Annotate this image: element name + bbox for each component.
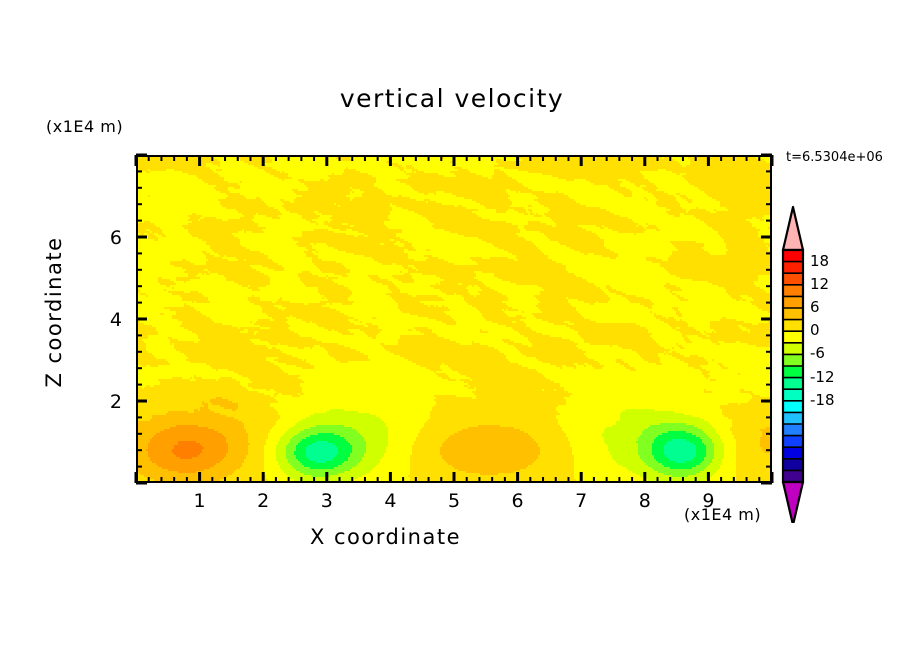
- colorbar-band: [783, 319, 803, 332]
- colorbar-band: [783, 331, 803, 344]
- colorbar-tick-label: 12: [810, 274, 830, 293]
- colorbar-band: [783, 458, 803, 471]
- x-tick-label: 4: [384, 490, 396, 512]
- colorbar: [781, 205, 805, 523]
- x-tick-label: 2: [257, 490, 269, 512]
- x-axis-unit-label: (x1E4 m): [684, 505, 762, 524]
- contour-plot: [136, 155, 772, 483]
- colorbar-band: [783, 284, 803, 297]
- colorbar-band: [783, 273, 803, 286]
- page-title: vertical velocity: [339, 84, 565, 113]
- timestamp-label: t=6.5304e+06: [786, 150, 883, 165]
- x-tick-label: 8: [639, 490, 651, 512]
- colorbar-band: [783, 342, 803, 355]
- colorbar-band: [783, 470, 803, 483]
- colorbar-tick-label: -18: [810, 390, 835, 409]
- colorbar-under-cap: [781, 480, 805, 523]
- colorbar-band: [783, 435, 803, 448]
- contour-fill: [136, 155, 772, 483]
- x-tick-label: 1: [194, 490, 206, 512]
- y-tick-label: 4: [110, 309, 122, 331]
- colorbar-tick-label: 0: [810, 321, 820, 340]
- colorbar-band: [783, 412, 803, 425]
- x-tick-label: 5: [448, 490, 460, 512]
- colorbar-tick-label: 6: [810, 298, 820, 316]
- colorbar-tick-label: -6: [810, 344, 825, 363]
- x-tick-label: 6: [512, 490, 524, 512]
- y-tick-label: 2: [110, 391, 122, 413]
- colorbar-band: [783, 296, 803, 309]
- colorbar-band: [783, 354, 803, 367]
- colorbar-band: [783, 366, 803, 379]
- colorbar-over-cap: [781, 205, 805, 252]
- colorbar-tick-label: 18: [810, 251, 830, 270]
- colorbar-band: [783, 250, 803, 263]
- colorbar-band: [783, 308, 803, 321]
- y-axis-unit-label: (x1E4 m): [46, 117, 124, 136]
- x-tick-label: 3: [321, 490, 333, 512]
- colorbar-band: [783, 424, 803, 437]
- x-axis-title: X coordinate: [309, 525, 462, 549]
- colorbar-band: [783, 377, 803, 390]
- colorbar-band: [783, 447, 803, 460]
- colorbar-band: [783, 400, 803, 413]
- x-tick-label: 9: [702, 490, 714, 512]
- colorbar-band: [783, 389, 803, 402]
- y-tick-label: 6: [110, 227, 122, 249]
- x-tick-label: 7: [575, 490, 587, 512]
- colorbar-band: [783, 261, 803, 274]
- colorbar-tick-label: -12: [810, 367, 835, 386]
